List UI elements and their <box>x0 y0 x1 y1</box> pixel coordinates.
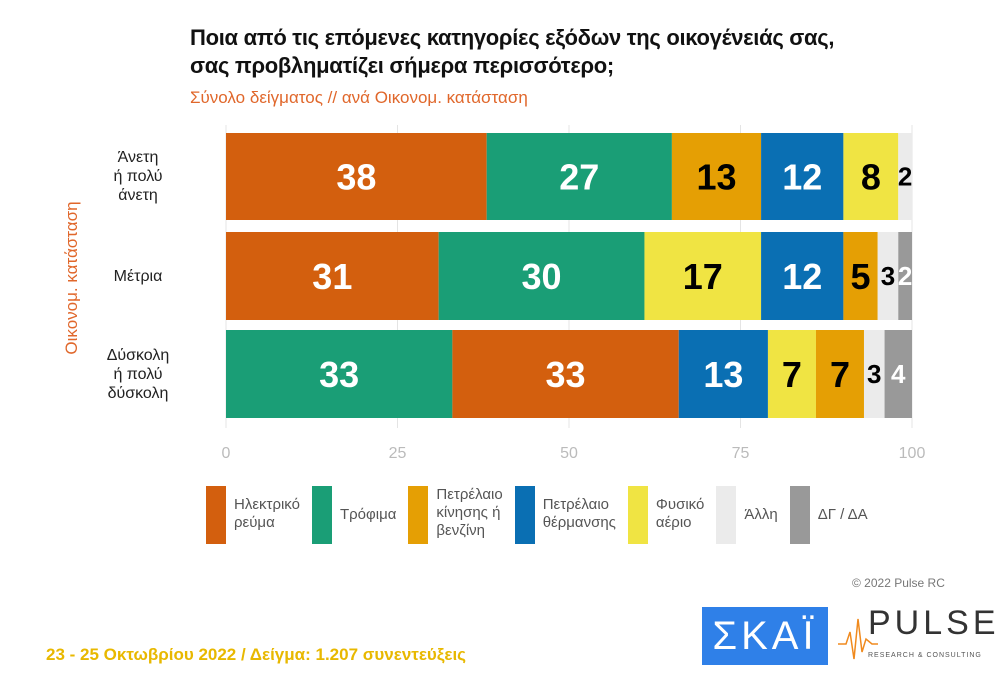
bar-segment-elec <box>452 330 679 418</box>
data-label: 2 <box>898 261 912 291</box>
legend-swatch <box>514 486 535 544</box>
category-label-line: ή πολύ <box>113 168 163 185</box>
data-label: 30 <box>522 256 562 297</box>
bar-segment-petrol <box>843 232 878 320</box>
data-label: 8 <box>861 157 881 198</box>
x-tick-label: 100 <box>899 445 926 462</box>
data-label: 31 <box>312 256 352 297</box>
skai-logo: ΣΚΑΪ <box>702 607 828 665</box>
category-label: Άνετη ή πολύ άνετη <box>78 148 198 205</box>
legend-label: Άλλη <box>744 486 777 524</box>
legend-swatch <box>789 486 810 544</box>
bar-segment-petrol <box>671 133 762 220</box>
data-label: 38 <box>336 157 376 198</box>
data-label: 5 <box>851 256 871 297</box>
bar-segment-heat <box>678 330 768 418</box>
x-tick-label: 0 <box>222 445 231 462</box>
category-label: Μέτρια <box>78 267 198 286</box>
legend-label-line: Τρόφιμα <box>339 506 397 523</box>
data-label: 12 <box>782 256 822 297</box>
data-label: 7 <box>830 354 850 395</box>
legend-label-line: Άλλη <box>744 506 778 523</box>
legend-label: Φυσικό αέριο <box>656 486 704 532</box>
legend-label-line: Πετρέλαιο <box>436 486 503 503</box>
legend-label-line: αέριο <box>655 514 692 531</box>
bar-segment-other <box>877 232 899 320</box>
x-tick-label: 50 <box>560 445 578 462</box>
legend-item-food: Τρόφιμα <box>311 486 396 544</box>
category-label-line: Δύσκολη <box>106 346 170 364</box>
legend-label: Ηλεκτρικό ρεύμα <box>234 486 300 532</box>
data-label: 4 <box>891 359 906 389</box>
bar-segment-dk <box>884 330 912 418</box>
legend-label: ΔΓ / ΔΑ <box>818 486 868 524</box>
data-label: 27 <box>559 157 599 198</box>
bar-segment-petrol <box>815 330 864 418</box>
chart-title: Ποια από τις επόμενες κατηγορίες εξόδων … <box>190 24 835 80</box>
legend-swatch <box>716 486 737 544</box>
chart-subtitle: Σύνολο δείγματος // ανά Οικονομ. κατάστα… <box>190 88 528 107</box>
category-label-line: άνετη <box>118 187 158 204</box>
legend-label-line: Φυσικό <box>655 496 705 513</box>
data-label: 12 <box>782 157 822 198</box>
legend-label: Πετρέλαιο θέρμανσης <box>543 486 616 532</box>
data-label: 7 <box>782 354 802 395</box>
legend-label-line: κίνησης ή <box>436 504 501 521</box>
legend-item-dk: ΔΓ / ΔΑ <box>789 486 868 544</box>
category-label-line: Μέτρια <box>113 267 163 285</box>
data-label: 13 <box>696 157 736 198</box>
data-label: 33 <box>319 354 359 395</box>
data-label: 2 <box>898 162 912 192</box>
legend-label-line: βενζίνη <box>436 522 486 539</box>
bar-segment-heat <box>761 232 844 320</box>
bar-segment-gas <box>767 330 816 418</box>
data-label: 13 <box>703 354 743 395</box>
legend-swatch <box>627 486 648 544</box>
legend-label: Πετρέλαιο κίνησης ή βενζίνη <box>436 486 502 540</box>
data-label: 3 <box>867 359 881 389</box>
survey-info: 23 - 25 Οκτωβρίου 2022 / Δείγμα: 1.207 σ… <box>46 645 467 664</box>
legend-label-line: ΔΓ / ΔΑ <box>817 506 868 523</box>
x-tick-label: 25 <box>389 445 407 462</box>
bar-segment-elec <box>226 232 439 320</box>
title-line-2: σας προβληματίζει σήμερα περισσότερο; <box>190 53 614 78</box>
data-label: 3 <box>881 261 895 291</box>
bar-segment-heat <box>761 133 844 220</box>
legend-item-gas: Φυσικό αέριο <box>627 486 704 544</box>
legend-label-line: Ηλεκτρικό <box>234 496 300 513</box>
category-label-line: δύσκολη <box>107 384 169 402</box>
bar-segment-food <box>438 232 645 320</box>
bar-segment-elec <box>226 133 487 220</box>
data-label: 33 <box>546 354 586 395</box>
legend-swatch <box>311 486 332 544</box>
legend-label-line: ρεύμα <box>234 514 275 531</box>
category-label-line: Άνετη <box>117 149 159 166</box>
legend-item-other: Άλλη <box>716 486 778 544</box>
bar-segment-gas <box>843 133 899 220</box>
bar-segment-food <box>486 133 672 220</box>
legend-swatch <box>408 486 429 544</box>
legend-label-line: Πετρέλαιο <box>542 496 609 513</box>
bar-segment-other <box>898 133 912 220</box>
legend-label-line: θέρμανσης <box>542 514 616 531</box>
legend-swatch <box>206 486 226 544</box>
category-label-line: ή πολύ <box>113 365 163 383</box>
category-label: Δύσκολη ή πολύ δύσκολη <box>78 346 198 403</box>
legend-label: Τρόφιμα <box>340 486 396 524</box>
bar-segment-other <box>863 330 885 418</box>
copyright: © 2022 Pulse RC <box>852 576 945 590</box>
legend-item-petrol: Πετρέλαιο κίνησης ή βενζίνη <box>408 486 503 544</box>
data-label: 17 <box>683 256 723 297</box>
pulse-logo: PULSE RESEARCH & CONSULTING <box>838 604 996 664</box>
legend-item-heat: Πετρέλαιο θέρμανσης <box>514 486 616 544</box>
title-line-1: Ποια από τις επόμενες κατηγορίες εξόδων … <box>190 25 835 50</box>
x-tick-label: 75 <box>732 445 750 462</box>
bar-segment-gas <box>644 232 762 320</box>
bar-segment-dk <box>898 232 912 320</box>
bar-segment-food <box>226 330 453 418</box>
legend-item-elec: Ηλεκτρικό ρεύμα <box>206 486 300 544</box>
